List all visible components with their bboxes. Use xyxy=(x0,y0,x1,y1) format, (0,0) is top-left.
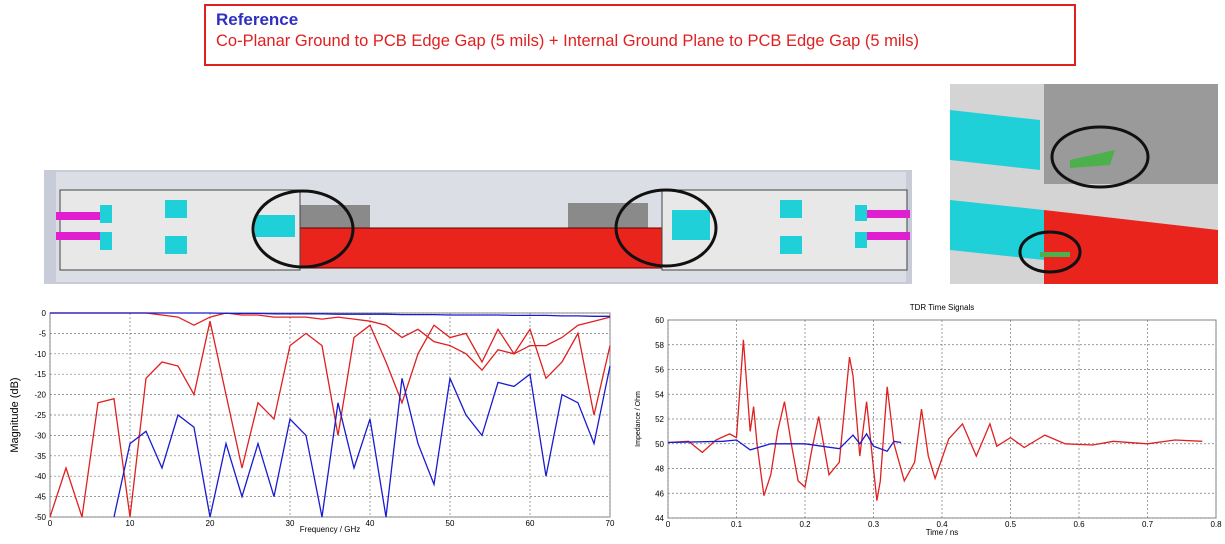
y-tick-label: -20 xyxy=(34,391,46,400)
y-tick-label: 46 xyxy=(655,489,664,498)
x-tick-label: 0.2 xyxy=(799,520,811,529)
zoom-drawing xyxy=(950,84,1218,284)
y-tick-label: -25 xyxy=(34,411,46,420)
x-tick-label: 30 xyxy=(286,519,295,528)
y-tick-label: -40 xyxy=(34,472,46,481)
series-line xyxy=(113,365,611,518)
y-tick-label: 58 xyxy=(655,341,664,350)
chart-title: TDR Time Signals xyxy=(910,303,974,312)
x-tick-label: 40 xyxy=(366,519,375,528)
y-axis-label: Magnitude (dB) xyxy=(9,377,21,452)
y-tick-label: 56 xyxy=(655,366,664,375)
x-tick-label: 20 xyxy=(206,519,215,528)
header-subtitle: Co-Planar Ground to PCB Edge Gap (5 mils… xyxy=(216,32,919,50)
x-tick-label: 0.5 xyxy=(1005,520,1017,529)
y-tick-label: -5 xyxy=(39,329,47,338)
series-line xyxy=(49,321,611,518)
x-tick-label: 0.4 xyxy=(936,520,948,529)
y-tick-label: -15 xyxy=(34,370,46,379)
x-tick-label: 0.8 xyxy=(1210,520,1222,529)
y-tick-label: 60 xyxy=(655,316,664,325)
y-tick-label: -45 xyxy=(34,493,46,502)
x-axis-label: Time / ns xyxy=(926,528,959,537)
series-line xyxy=(667,432,902,452)
x-tick-label: 0.6 xyxy=(1073,520,1085,529)
connector-drawing xyxy=(44,170,912,284)
x-tick-label: 50 xyxy=(446,519,455,528)
x-tick-label: 0.3 xyxy=(868,520,880,529)
x-tick-label: 70 xyxy=(606,519,615,528)
y-tick-label: 52 xyxy=(655,415,664,424)
x-axis-label: Frequency / GHz xyxy=(300,525,360,534)
x-tick-label: 10 xyxy=(126,519,135,528)
y-tick-label: -10 xyxy=(34,350,46,359)
y-tick-label: -50 xyxy=(34,513,46,522)
y-tick-label: -30 xyxy=(34,431,46,440)
series-line xyxy=(667,339,1203,501)
y-tick-label: 50 xyxy=(655,440,664,449)
y-tick-label: -35 xyxy=(34,452,46,461)
y-tick-label: 48 xyxy=(655,465,664,474)
x-tick-label: 60 xyxy=(526,519,535,528)
series-line xyxy=(50,312,610,317)
x-tick-label: 0.7 xyxy=(1142,520,1154,529)
y-tick-label: 54 xyxy=(655,390,664,399)
x-tick-label: 0 xyxy=(666,520,671,529)
x-tick-label: 0 xyxy=(48,519,53,528)
y-tick-label: 44 xyxy=(655,514,664,523)
y-axis-label: Impedance / Ohm xyxy=(635,391,642,447)
header-title: Reference xyxy=(216,10,299,29)
x-tick-label: 0.1 xyxy=(731,520,743,529)
y-tick-label: 0 xyxy=(42,309,47,318)
header-box: Reference Co-Planar Ground to PCB Edge G… xyxy=(204,4,1076,66)
